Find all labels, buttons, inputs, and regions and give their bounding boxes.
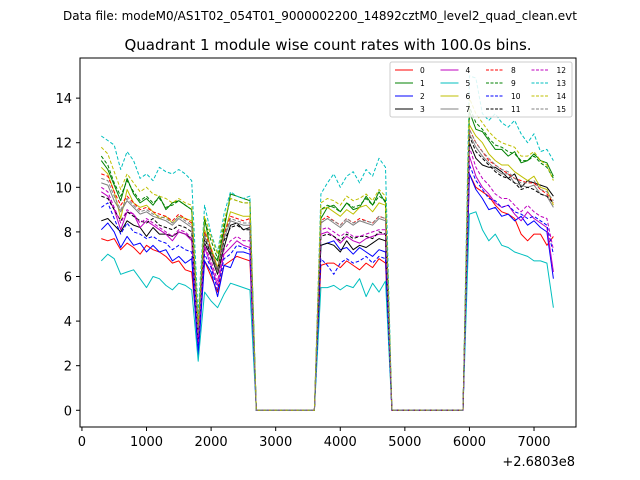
legend-label-10: 10 bbox=[511, 92, 521, 101]
y-tick-label: 14 bbox=[55, 92, 72, 107]
series-line-6 bbox=[100, 124, 554, 411]
legend-label-12: 12 bbox=[557, 66, 567, 75]
x-offset-label: +2.6803e8 bbox=[502, 455, 575, 470]
legend-label-5: 5 bbox=[466, 79, 471, 88]
y-tick-label: 12 bbox=[55, 137, 72, 152]
y-tick-label: 4 bbox=[64, 315, 72, 330]
y-tick-label: 2 bbox=[64, 360, 72, 375]
x-tick-label: 1000 bbox=[130, 435, 163, 450]
legend-label-1: 1 bbox=[420, 79, 425, 88]
legend-label-0: 0 bbox=[420, 66, 425, 75]
series-line-5 bbox=[100, 211, 554, 411]
series-line-11 bbox=[101, 135, 554, 411]
series-layer bbox=[100, 75, 554, 411]
legend-label-11: 11 bbox=[511, 105, 521, 114]
legend-label-9: 9 bbox=[511, 79, 516, 88]
y-axis: 0 2 4 6 8 10 12 14 bbox=[55, 92, 80, 419]
x-tick-label: 7000 bbox=[517, 435, 550, 450]
series-line-15 bbox=[101, 128, 554, 411]
series-line-14 bbox=[100, 97, 554, 411]
legend-label-4: 4 bbox=[466, 66, 471, 75]
legend-frame bbox=[389, 61, 573, 118]
legend-label-8: 8 bbox=[511, 66, 516, 75]
y-tick-label: 6 bbox=[64, 271, 72, 286]
series-line-7 bbox=[101, 133, 554, 411]
y-tick-label: 0 bbox=[64, 404, 72, 419]
series-line-0 bbox=[101, 173, 554, 411]
series-line-8 bbox=[101, 128, 554, 411]
legend-label-6: 6 bbox=[466, 92, 471, 101]
x-tick-label: 5000 bbox=[388, 435, 421, 450]
x-tick-label: 4000 bbox=[324, 435, 357, 450]
chart-title: Quadrant 1 module wise count rates with … bbox=[124, 36, 531, 54]
x-axis: 0 1000 2000 3000 4000 5000 6000 7000 bbox=[78, 427, 551, 450]
x-tick-label: 6000 bbox=[453, 435, 486, 450]
legend-label-3: 3 bbox=[420, 105, 425, 114]
y-tick-label: 10 bbox=[55, 181, 72, 196]
legend-label-2: 2 bbox=[420, 92, 425, 101]
legend-label-13: 13 bbox=[557, 79, 567, 88]
legend-label-14: 14 bbox=[557, 92, 567, 101]
series-line-9 bbox=[100, 106, 554, 411]
series-line-10 bbox=[101, 164, 554, 411]
x-tick-label: 3000 bbox=[259, 435, 292, 450]
x-tick-label: 0 bbox=[78, 435, 86, 450]
legend-label-7: 7 bbox=[466, 105, 471, 114]
y-tick-label: 8 bbox=[64, 226, 72, 241]
legend-label-15: 15 bbox=[557, 105, 567, 114]
x-tick-label: 2000 bbox=[195, 435, 228, 450]
chart-suptitle: Data file: modeM0/AS1T02_054T01_90000022… bbox=[63, 9, 577, 23]
series-line-3 bbox=[101, 142, 554, 411]
series-line-12 bbox=[101, 146, 554, 411]
series-line-2 bbox=[100, 173, 554, 411]
plot-area-frame bbox=[79, 57, 577, 428]
